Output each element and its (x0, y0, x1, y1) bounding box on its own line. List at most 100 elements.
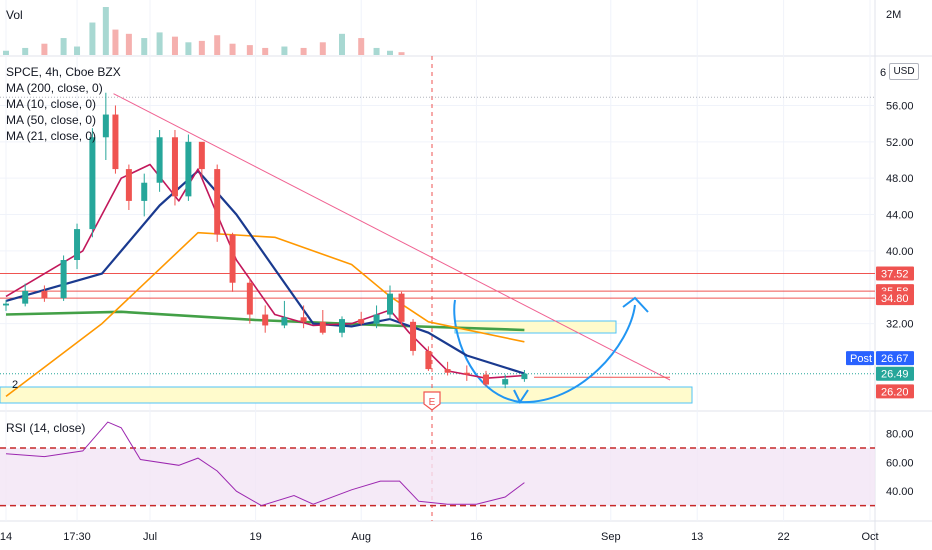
rsi-line (5, 421, 525, 507)
volume-bar (112, 29, 119, 55)
time-tick-label: 14 (0, 531, 12, 543)
time-tick-label: Oct (861, 531, 878, 543)
curve-arrow-down (513, 389, 529, 404)
candle-body (246, 282, 253, 315)
volume-bar (3, 50, 9, 55)
candle-body (198, 141, 205, 170)
volume-bars (3, 7, 405, 55)
rsi-tick-label: 80.00 (886, 429, 914, 441)
candle-body (281, 317, 288, 326)
candle-body (444, 369, 451, 373)
price-tick-label: 56.00 (886, 100, 914, 112)
currency-button[interactable]: USD (889, 63, 919, 80)
volume-bar (41, 43, 48, 55)
price-badge-label: 34.80 (881, 293, 909, 305)
earnings-marker (423, 391, 441, 411)
support-zone-box (0, 386, 693, 404)
volume-bar (102, 7, 109, 55)
main-legend: SPCE, 4h, Cboe BZX MA (200, close, 0) MA… (6, 64, 121, 144)
price-badge (876, 351, 914, 366)
candle-body (262, 314, 269, 326)
volume-bar (229, 43, 236, 55)
volume-bar (300, 47, 307, 55)
post-label: Post (850, 353, 872, 365)
volume-bar (22, 47, 29, 55)
drawing-overlays[interactable]: E (0, 56, 875, 521)
volume-bar (125, 33, 132, 55)
candle-body (300, 317, 307, 322)
rsi-label[interactable]: RSI (14, close) (6, 421, 86, 435)
price-badge (876, 384, 914, 399)
rsi-pane (0, 421, 875, 507)
volume-bar (89, 22, 96, 55)
volume-bar (339, 33, 345, 55)
price-badge-label: 37.52 (881, 268, 909, 280)
time-tick-label: 17:30 (63, 531, 91, 543)
candle-body (319, 321, 326, 333)
candle-body (74, 229, 81, 260)
ma50-line (5, 231, 525, 398)
candle-body (102, 114, 109, 138)
time-tick-label: 16 (470, 531, 482, 543)
volume-legend: Vol (6, 7, 23, 23)
time-tick-label: 22 (777, 531, 789, 543)
candle-body (425, 350, 432, 370)
time-axis[interactable]: 14 17:30 Jul 19 Aug 16 Sep 13 22 Oct (0, 531, 879, 543)
volume-bar (141, 38, 148, 55)
price-tick-label: 48.00 (886, 173, 914, 185)
ma10-label[interactable]: MA (10, close, 0) (6, 97, 97, 111)
price-axis[interactable]: 56.00 52.00 48.00 44.00 40.00 32.00 6 2 2M 80.00 6… (12, 9, 914, 498)
trendline (113, 93, 671, 381)
candle-body (358, 319, 365, 324)
ma21-line (5, 169, 525, 375)
rsi-tick-label: 40.00 (886, 486, 914, 498)
ma10-line (5, 163, 525, 380)
volume-tick-label: 2M (886, 9, 901, 21)
ma21-label[interactable]: MA (21, close, 0) (6, 129, 97, 143)
candle-body (171, 137, 178, 197)
price-badge-label: 26.67 (881, 353, 909, 365)
volume-bar (319, 42, 326, 55)
volume-label: Vol (6, 8, 23, 22)
candle-body (521, 373, 528, 380)
volume-bar (198, 40, 205, 55)
volume-bar (214, 35, 221, 55)
volume-bar (60, 38, 67, 55)
candle-body (410, 321, 417, 351)
volume-bar (262, 47, 269, 55)
price-badge (876, 366, 914, 381)
price-tick-label: 40.00 (886, 246, 914, 258)
earnings-label: E (429, 397, 436, 408)
price-tick-partial: 2 (12, 379, 18, 391)
price-badge-label: 26.49 (881, 369, 909, 381)
candle-body (41, 290, 48, 299)
ma200-label[interactable]: MA (200, close, 0) (6, 81, 103, 95)
candle-body (502, 379, 509, 385)
candle-body (89, 137, 96, 230)
time-tick-label: 19 (249, 531, 261, 543)
moving-averages (5, 163, 525, 398)
ma50-label[interactable]: MA (50, close, 0) (6, 113, 97, 127)
volume-bar (281, 46, 288, 55)
time-tick-label: Jul (143, 531, 157, 543)
post-badge (846, 351, 874, 366)
price-badge-label: 26.20 (881, 386, 909, 398)
volume-bar (358, 38, 365, 55)
time-tick-label: Sep (601, 531, 621, 543)
candlesticks (3, 92, 528, 389)
volume-bar (74, 46, 81, 55)
symbol-label[interactable]: SPCE, 4h, Cboe BZX (6, 65, 121, 79)
candle-body (373, 314, 380, 324)
ma200-line (5, 310, 525, 332)
candle-body (185, 141, 192, 197)
time-tick-label: 13 (691, 531, 703, 543)
price-badge (876, 266, 914, 281)
candle-body (3, 303, 9, 306)
candle-body (463, 372, 470, 375)
candle-body (339, 319, 345, 333)
candle-body (387, 293, 393, 315)
candle-body (398, 293, 405, 322)
candle-body (229, 234, 236, 283)
